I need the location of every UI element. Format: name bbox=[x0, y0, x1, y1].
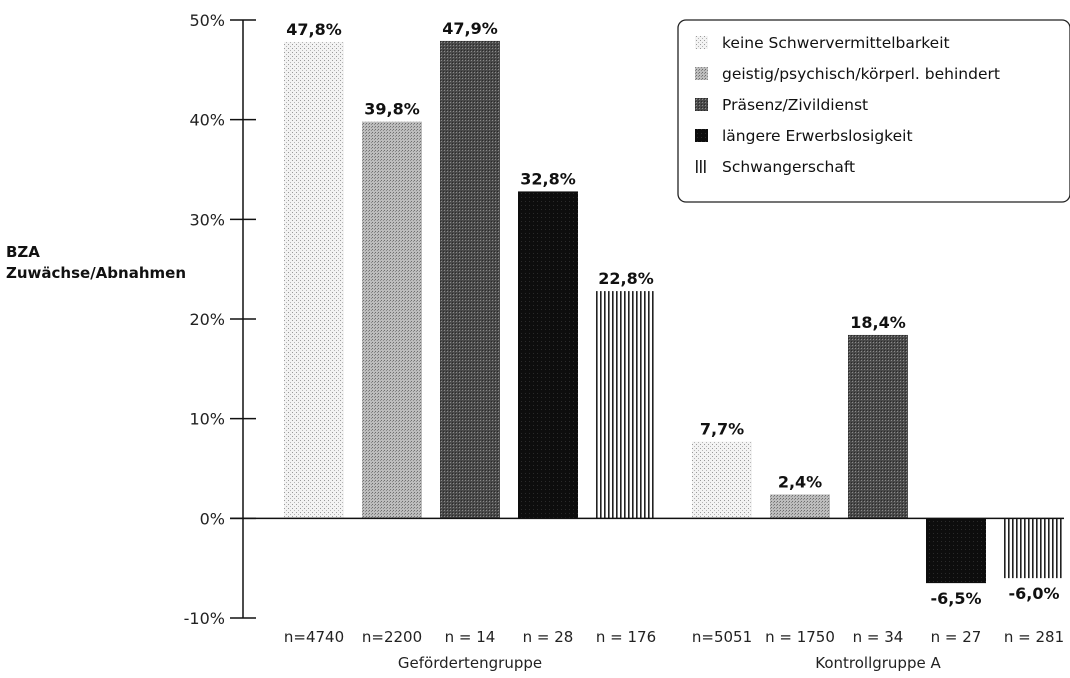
bar-n-label: n = 28 bbox=[523, 628, 574, 646]
bar bbox=[284, 41, 344, 519]
y-axis-label: BZA Zuwächse/Abnahmen bbox=[6, 243, 186, 282]
bar-n-label: n=4740 bbox=[284, 628, 344, 646]
legend-swatch bbox=[695, 67, 708, 80]
y-axis: 50% 40% 30% 20% 10% 0% -10% bbox=[184, 11, 256, 628]
group-label: Gefördertengruppe bbox=[398, 654, 542, 672]
bar-value-label: 32,8% bbox=[520, 169, 576, 188]
y-tick-label: -10% bbox=[184, 609, 225, 628]
bar-value-label: 47,8% bbox=[286, 20, 342, 39]
legend-entry-label: Präsenz/Zivildienst bbox=[722, 96, 868, 114]
bar-n-label: n = 27 bbox=[931, 628, 982, 646]
bar-n-label: n = 14 bbox=[445, 628, 496, 646]
legend-box bbox=[677, 19, 1070, 203]
bar-n-label: n=2200 bbox=[362, 628, 422, 646]
y-tick-label: 50% bbox=[189, 11, 225, 30]
y-tick-label: 10% bbox=[189, 410, 225, 429]
bar bbox=[1004, 518, 1064, 579]
bar-value-label: 18,4% bbox=[850, 313, 906, 332]
bar bbox=[926, 518, 986, 584]
bar bbox=[848, 334, 908, 519]
bar bbox=[596, 291, 656, 519]
group-label: Kontrollgruppe A bbox=[815, 654, 941, 672]
legend-swatch bbox=[695, 129, 708, 142]
bar bbox=[362, 121, 422, 519]
bar-n-label: n = 1750 bbox=[765, 628, 835, 646]
legend-entry-label: geistig/psychisch/körperl. behindert bbox=[722, 65, 1000, 83]
bar bbox=[770, 494, 830, 519]
bar-value-label: 7,7% bbox=[700, 420, 744, 439]
bar-n-label: n=5051 bbox=[692, 628, 752, 646]
x-axis-labels: n=4740 n=2200 n = 14 n = 28 n = 176 Gefördert… bbox=[284, 628, 1064, 672]
bar-value-label: -6,5% bbox=[930, 589, 981, 608]
y-tick-label: 40% bbox=[189, 111, 225, 130]
bar-n-label: n = 34 bbox=[853, 628, 904, 646]
legend: keine Schwervermittelbarkeit geistig/psyc… bbox=[677, 19, 1070, 203]
bar-value-label: 22,8% bbox=[598, 269, 654, 288]
bar-value-label: -6,0% bbox=[1008, 584, 1059, 603]
bar-value-label: 47,9% bbox=[442, 19, 498, 38]
bar-value-label: 2,4% bbox=[778, 472, 822, 491]
legend-swatch bbox=[695, 36, 708, 49]
bar bbox=[440, 40, 500, 519]
bar-n-label: n = 281 bbox=[1004, 628, 1064, 646]
y-axis-label-line: BZA bbox=[6, 243, 40, 261]
y-tick-label: 0% bbox=[200, 509, 225, 528]
legend-entry-label: längere Erwerbslosigkeit bbox=[722, 127, 913, 145]
legend-swatch bbox=[695, 160, 708, 173]
bar-value-label: 39,8% bbox=[364, 100, 420, 119]
y-tick-label: 20% bbox=[189, 310, 225, 329]
y-axis-label-line: Zuwächse/Abnahmen bbox=[6, 264, 186, 282]
legend-entry-label: Schwangerschaft bbox=[722, 158, 855, 176]
bar bbox=[692, 441, 752, 519]
bar-n-label: n = 176 bbox=[596, 628, 656, 646]
bars-group: 47,8% 39,8% 47,9% 32,8% 22,8% 7,7% 2,4% 18,4% -6… bbox=[284, 19, 1064, 608]
bar bbox=[518, 191, 578, 519]
legend-swatch bbox=[695, 98, 708, 111]
y-tick-label: 30% bbox=[189, 210, 225, 229]
legend-entry-label: keine Schwervermittelbarkeit bbox=[722, 34, 950, 52]
